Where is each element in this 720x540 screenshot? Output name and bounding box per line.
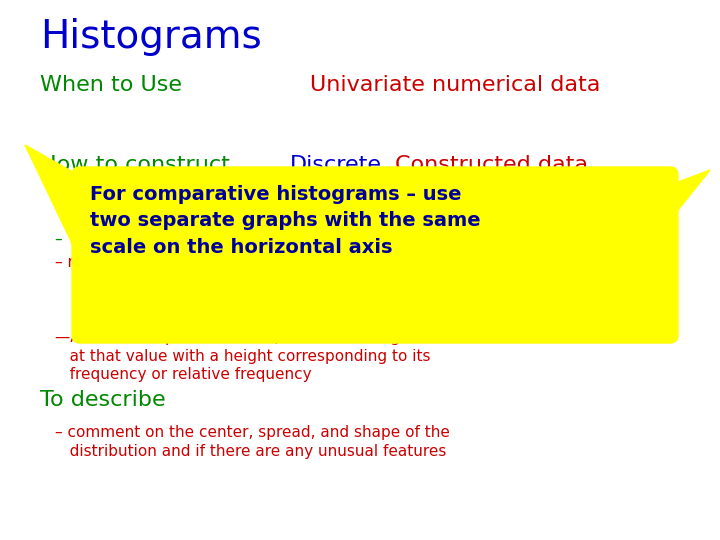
Polygon shape: [25, 145, 140, 260]
Text: – comment on the center, spread, and shape of the
   distribution and if there a: – comment on the center, spread, and sha…: [55, 425, 450, 458]
Text: —Above each possible value, draw a rectangle centered
   at that value with a he: —Above each possible value, draw a recta…: [55, 330, 487, 382]
Text: For comparative histograms – use
two separate graphs with the same
scale on the : For comparative histograms – use two sep…: [90, 185, 481, 257]
Polygon shape: [670, 170, 710, 220]
Text: Constructed data: Constructed data: [395, 155, 588, 175]
Text: Discrete: Discrete: [290, 155, 382, 175]
Text: – Tallying data values / creating frequency table: – Tallying data values / creating freque…: [55, 232, 422, 247]
FancyBboxPatch shape: [72, 167, 678, 343]
Text: – relative frequency: – relative frequency: [55, 255, 207, 270]
Text: When to Use: When to Use: [40, 75, 182, 95]
Text: How to construct: How to construct: [40, 155, 230, 175]
Text: – List the possible values and count the frequency or
   relative frequency: – List the possible values and count the…: [55, 195, 461, 228]
Text: Histograms: Histograms: [40, 18, 262, 56]
Text: Univariate numerical data: Univariate numerical data: [310, 75, 600, 95]
Text: To describe: To describe: [40, 390, 166, 410]
